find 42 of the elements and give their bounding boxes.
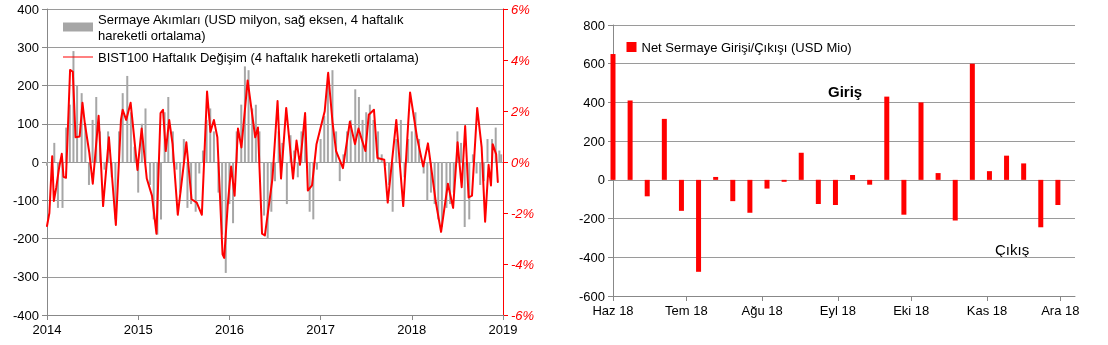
x-tick-label: 2017	[306, 322, 336, 337]
y2-tick-label: -2%	[511, 205, 535, 221]
y2-tick-label: -6%	[511, 307, 535, 323]
y2-tick-label: 6%	[511, 1, 530, 17]
y-tick-label: 0	[31, 154, 39, 170]
x-tick-label: Tem 18	[665, 303, 708, 318]
y-tick-label: -600	[578, 288, 605, 304]
y-tick-label: -400	[12, 307, 39, 323]
x-tick-label: Eki 18	[893, 303, 930, 318]
y-tick-label: 600	[583, 56, 605, 72]
x-tick-label: Kas 18	[966, 303, 1008, 318]
x-tick-label: Ağu 18	[741, 303, 783, 318]
y-tick-label: -200	[12, 231, 39, 246]
x-tick-label: Eyl 18	[819, 303, 856, 318]
y-tick-label: 800	[583, 17, 605, 33]
y-tick-label: 200	[17, 78, 39, 93]
y-tick-label: -300	[12, 269, 39, 285]
y2-tick-label: 2%	[510, 103, 530, 119]
y-tick-label: 0	[597, 172, 605, 188]
x-tick-label: 2014	[32, 322, 62, 337]
x-tick-label: 2019	[488, 322, 518, 337]
x-tick-label: 2018	[397, 322, 427, 337]
y2-tick-label: 0%	[511, 154, 530, 170]
y-tick-label: -200	[578, 211, 605, 227]
y2-tick-label: 4%	[511, 52, 530, 68]
x-tick-label: Ara 18	[1041, 303, 1080, 318]
y-tick-label: -400	[578, 249, 605, 265]
x-tick-label: Haz 18	[592, 303, 634, 318]
y-tick-label: 200	[583, 133, 605, 149]
y-tick-label: 300	[17, 39, 39, 55]
annotation: Çıkış	[995, 241, 1030, 258]
y-tick-label: 400	[17, 1, 39, 17]
x-tick-label: 2016	[214, 322, 244, 337]
y2-tick-label: -4%	[511, 256, 535, 272]
y-tick-label: 100	[17, 116, 39, 132]
legend-label: Net Sermaye Girişi/Çıkışı (USD Mio)	[641, 39, 852, 55]
annotation: Giriş	[828, 83, 863, 100]
y-tick-label: -100	[12, 192, 39, 208]
legend-label: BIST100 Haftalık Değişim (4 haftalık hareketli ortalama)	[98, 49, 419, 65]
x-tick-label: 2015	[123, 322, 153, 337]
y-tick-label: 400	[583, 94, 605, 110]
legend-label: Sermaye Akımları (USD milyon, sağ eksen, 4 haftalık hareketli ortalama)	[98, 11, 408, 43]
